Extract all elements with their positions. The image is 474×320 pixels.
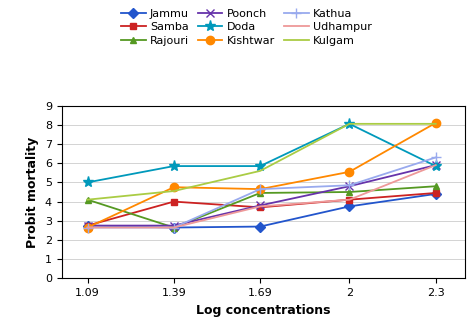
Line: Kulgam: Kulgam (88, 124, 436, 200)
Samba (85, 224, 91, 228)
Kathua (257, 187, 263, 191)
Line: Samba: Samba (84, 189, 439, 229)
Jammu (257, 225, 263, 228)
Samba (433, 191, 438, 195)
Rajouri (171, 226, 177, 229)
Kathua (433, 156, 438, 159)
Udhampur (433, 163, 438, 167)
Doda (433, 164, 438, 168)
Line: Kishtwar: Kishtwar (83, 119, 440, 232)
Jammu (433, 192, 438, 196)
X-axis label: Log concentrations: Log concentrations (196, 304, 330, 317)
Doda (171, 164, 177, 168)
Rajouri (346, 190, 352, 194)
Line: Udhampur: Udhampur (88, 165, 436, 228)
Kulgam (346, 122, 352, 126)
Kishtwar (85, 226, 91, 229)
Rajouri (257, 191, 263, 195)
Kishtwar (433, 121, 438, 125)
Legend: Jammu, Samba, Rajouri, Poonch, Doda, Kishtwar, Kathua, Udhampur, Kulgam: Jammu, Samba, Rajouri, Poonch, Doda, Kis… (118, 5, 375, 49)
Kishtwar (257, 187, 263, 191)
Kishtwar (346, 170, 352, 174)
Line: Doda: Doda (82, 118, 441, 188)
Line: Rajouri: Rajouri (84, 183, 439, 231)
Doda (346, 122, 352, 126)
Samba (346, 198, 352, 202)
Kulgam (257, 169, 263, 173)
Poonch (85, 224, 91, 228)
Udhampur (257, 204, 263, 208)
Poonch (171, 224, 177, 228)
Kulgam (171, 189, 177, 193)
Line: Poonch: Poonch (83, 161, 440, 230)
Line: Kathua: Kathua (82, 153, 441, 232)
Jammu (346, 204, 352, 208)
Jammu (85, 224, 91, 228)
Poonch (346, 184, 352, 188)
Udhampur (346, 198, 352, 202)
Rajouri (433, 184, 438, 188)
Poonch (433, 163, 438, 167)
Kulgam (85, 198, 91, 202)
Kathua (171, 226, 177, 229)
Udhampur (85, 226, 91, 229)
Samba (171, 200, 177, 204)
Poonch (257, 204, 263, 207)
Kathua (85, 226, 91, 229)
Rajouri (85, 198, 91, 202)
Doda (85, 180, 91, 184)
Jammu (171, 226, 177, 229)
Doda (257, 164, 263, 168)
Line: Jammu: Jammu (84, 190, 439, 231)
Kishtwar (171, 185, 177, 189)
Kulgam (433, 122, 438, 126)
Samba (257, 205, 263, 209)
Kathua (346, 183, 352, 187)
Y-axis label: Probit mortality: Probit mortality (26, 136, 39, 248)
Udhampur (171, 226, 177, 229)
